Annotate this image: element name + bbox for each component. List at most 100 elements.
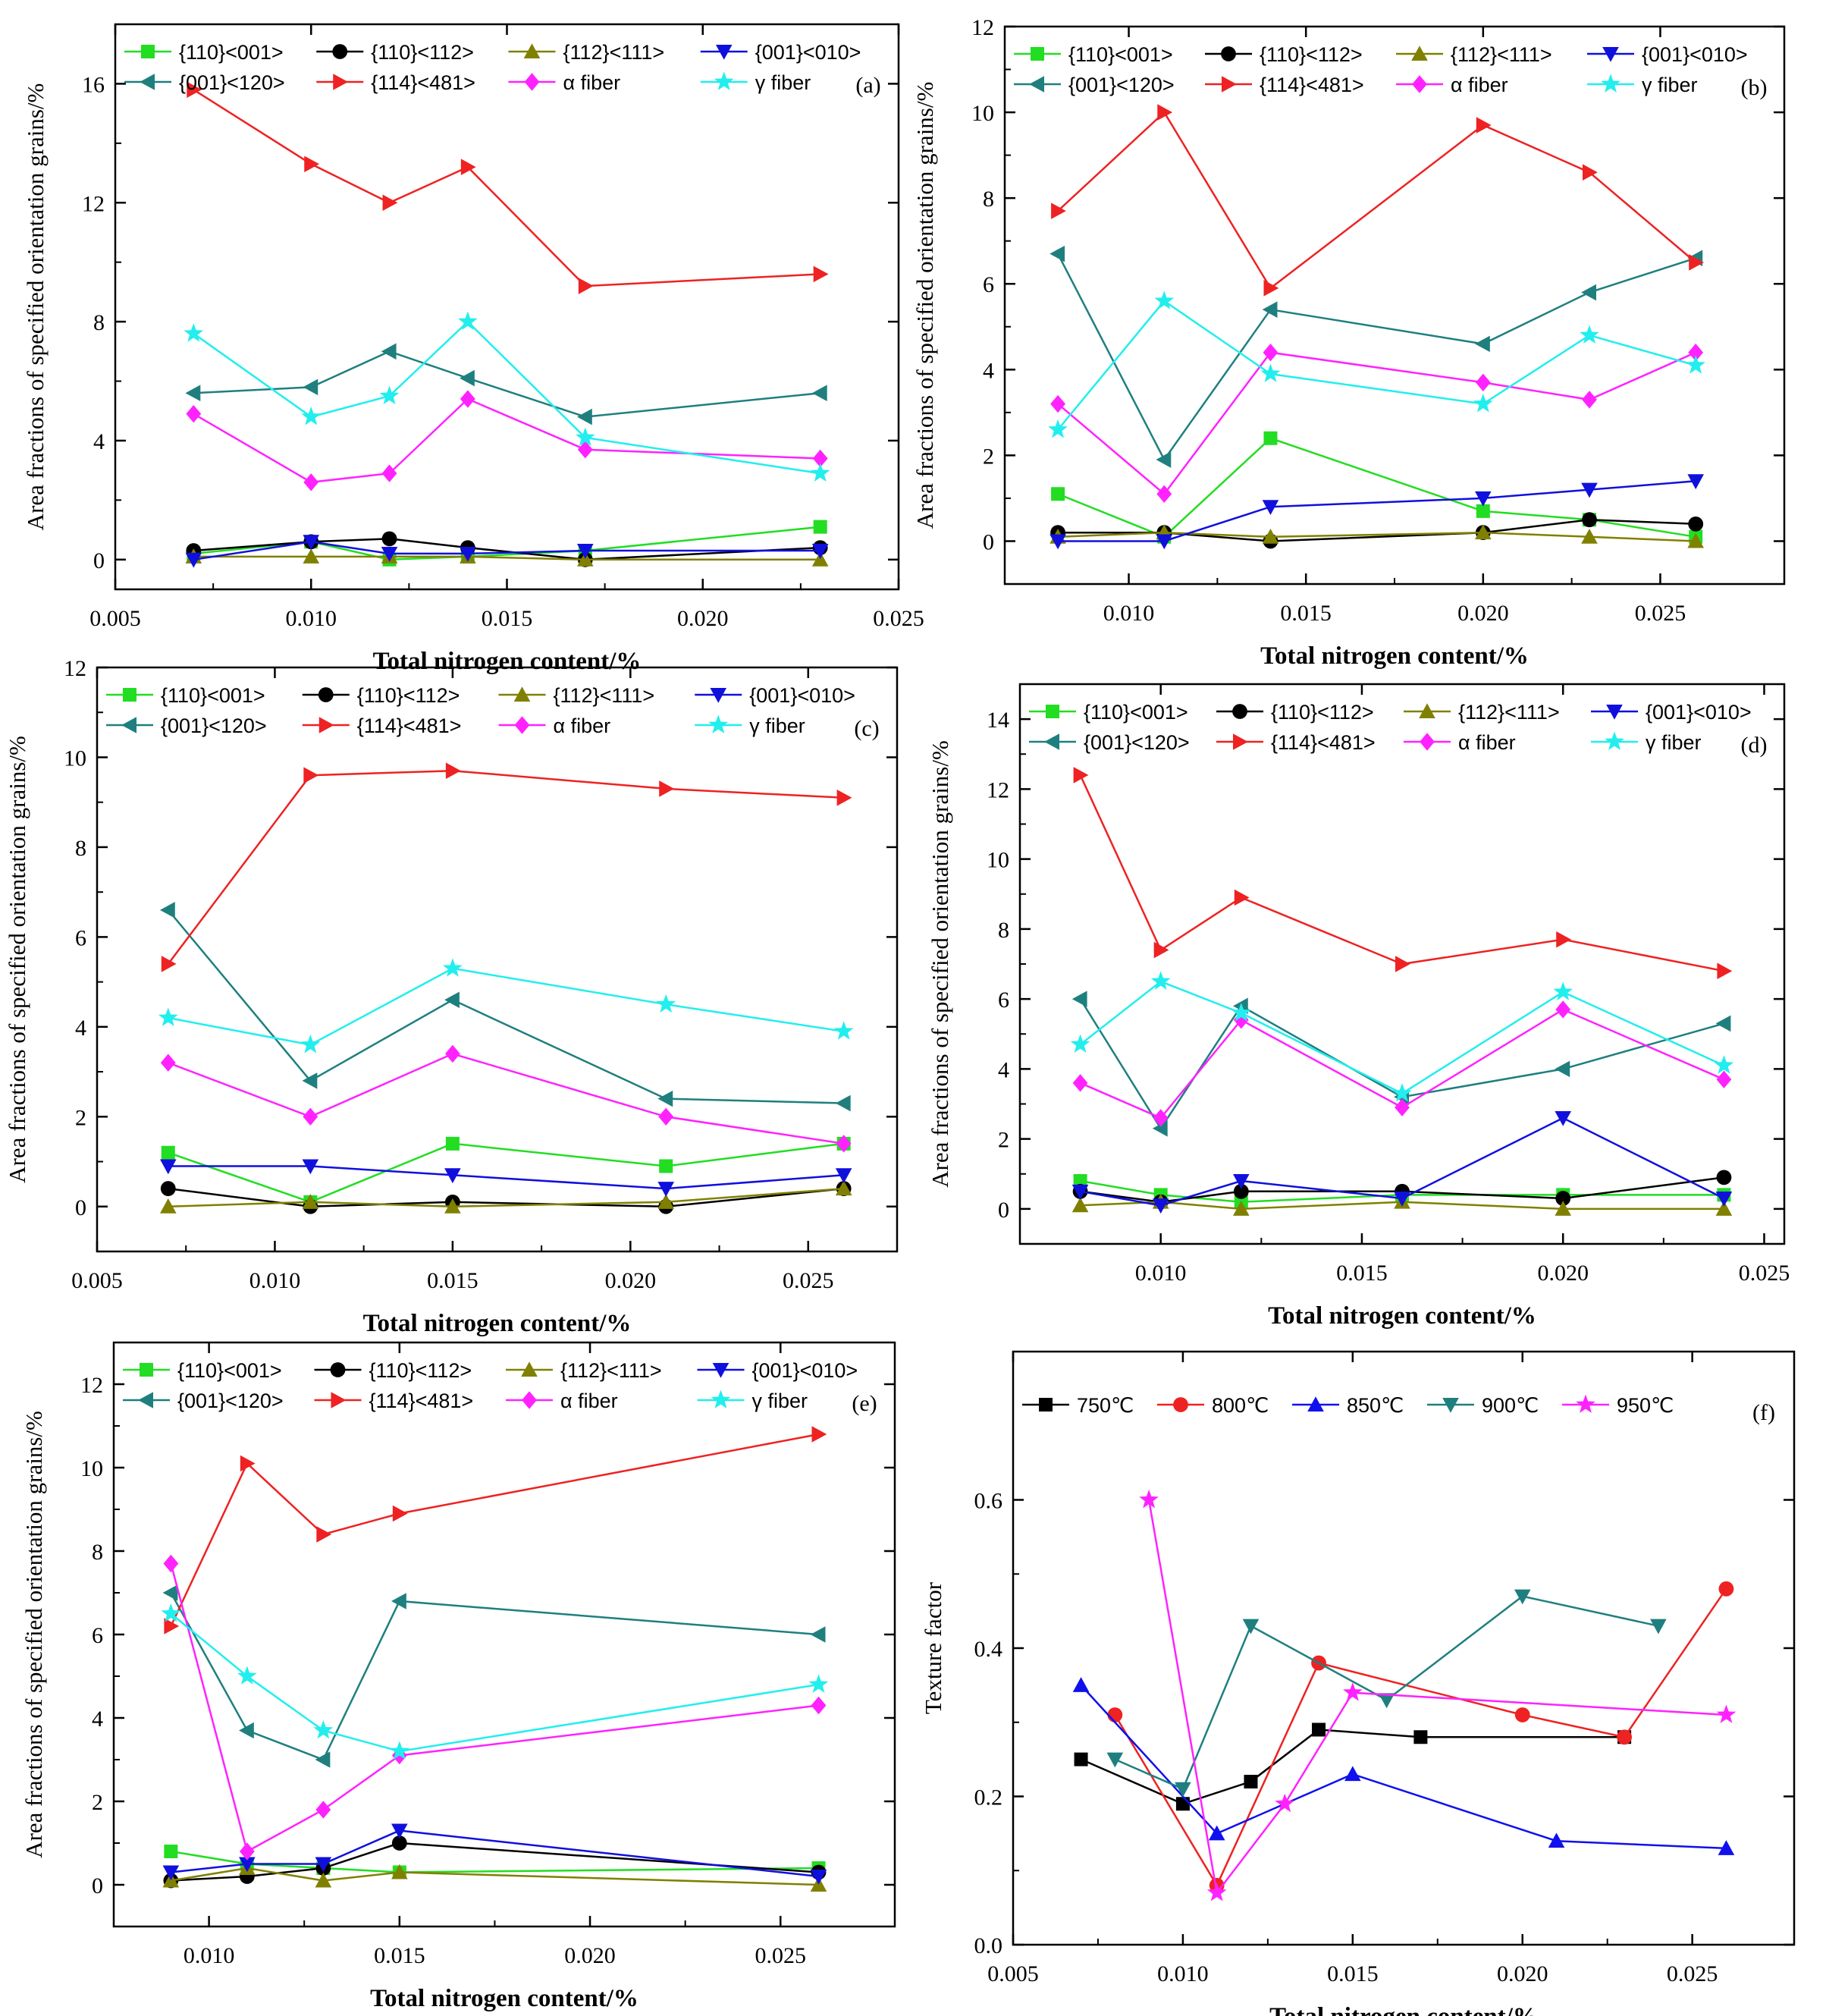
panel-a-legend-112-111: {112}<111> xyxy=(508,41,664,64)
panel-a-series-001-010-line xyxy=(193,541,820,561)
panel-f-legend-750: 750℃ xyxy=(1022,1394,1134,1417)
panel-d-series-fiber-point xyxy=(1150,971,1171,990)
panel-b-legend-110-112-marker xyxy=(1221,46,1236,61)
panel-c-series-112-111-point xyxy=(657,1194,675,1209)
panel-b-legend-112-111-label: {112}<111> xyxy=(1451,43,1552,66)
panel-d-series-001-120-line xyxy=(1079,998,1724,1131)
panel-b-series-114-481-point xyxy=(1583,164,1598,181)
panel-c: 0.005 0.010 0.015 0.020 0.025 0 2 4 6 8 10 12 Total … xyxy=(4,656,899,1337)
panel-a-legend-001-120: {001}<120> xyxy=(124,71,285,94)
panel-e-series-001-010-point xyxy=(315,1857,332,1873)
panel-b: 0.010 0.015 0.020 0.025 0 2 4 6 8 10 12 Total nitro… xyxy=(911,15,1786,670)
panel-a-ytick-label: 16 xyxy=(82,72,105,97)
panel-e-legend-fiber-label: α fiber xyxy=(560,1390,618,1412)
panel-b-series-112-111-point xyxy=(1475,524,1492,540)
panel-d-series-112-111-point xyxy=(1232,1201,1250,1216)
panel-b-ytick-label: 12 xyxy=(971,15,994,40)
panel-d-series-fiber-line xyxy=(1080,1008,1724,1119)
panel-c-ytick-label: 2 xyxy=(75,1105,86,1130)
panel-f-ytick-label: 0.4 xyxy=(974,1637,1003,1662)
panel-a-series-fiber-point xyxy=(303,473,319,491)
panel-b-series-001-010-point xyxy=(1262,500,1279,516)
panel-f-legend-950: 950℃ xyxy=(1562,1394,1674,1417)
panel-a-series-114-481-point xyxy=(813,265,829,283)
panel-b-legend-112-111: {112}<111> xyxy=(1396,43,1552,66)
panel-a-legend-110-112-label: {110}<112> xyxy=(371,41,474,64)
panel-c-series-fiber-point xyxy=(833,1021,854,1040)
panel-e-x-axis-title: Total nitrogen content/% xyxy=(370,1985,638,2012)
panel-a-ytick-label: 12 xyxy=(82,191,105,216)
panel-a-series-fiber-point xyxy=(575,427,595,446)
panel-d-legend-001-010-label: {001}<010> xyxy=(1646,701,1752,724)
panel-a-series-fiber-point xyxy=(186,404,202,423)
panel-b-y-axis-title: Area fractions of specified orientation … xyxy=(911,82,938,529)
panel-c-series-001-010-point xyxy=(159,1159,177,1175)
panel-b-legend-114-481-marker xyxy=(1222,76,1237,93)
panel-a-legend-fiber-label: γ fiber xyxy=(755,71,811,94)
panel-b-legend-110-001: {110}<001> xyxy=(1014,43,1173,66)
panel-b-legend-114-481-label: {114}<481> xyxy=(1260,74,1364,96)
panel-c-series-110-001-point xyxy=(161,1145,175,1160)
panel-b-series-001-010-point xyxy=(1687,474,1704,490)
panel-d-series-110-112-point xyxy=(1716,1170,1732,1185)
panel-d-legend-110-112-label: {110}<112> xyxy=(1271,701,1374,724)
panel-e-y-axis-title: Area fractions of specified orientation … xyxy=(20,1411,47,1858)
panel-a-series-fiber-point xyxy=(458,311,478,331)
panel-a-series-001-010-point xyxy=(811,544,829,559)
panel-d-series-001-010 xyxy=(1071,1110,1733,1214)
panel-b-plot xyxy=(1048,104,1706,550)
panel-a-legend-fiber-marker xyxy=(714,71,734,90)
panel-b-xtick-label: 0.025 xyxy=(1635,601,1686,626)
panel-e-legend-112-111: {112}<111> xyxy=(506,1359,662,1382)
panel-e-label: (e) xyxy=(852,1391,877,1416)
panel-e: 0.010 0.015 0.020 0.025 0 2 4 6 8 10 12 Total nitro… xyxy=(20,1341,896,2012)
panel-e-series-001-010 xyxy=(162,1823,827,1885)
panel-b-series-114-481-point xyxy=(1157,104,1173,121)
panel-e-series-114-481-point xyxy=(392,1505,408,1522)
panel-b-legend-fiber-label: α fiber xyxy=(1451,74,1508,96)
panel-f-xtick-label: 0.015 xyxy=(1327,1961,1379,1986)
panel-f-series-900-point xyxy=(1378,1693,1395,1709)
panel-f-legend-900: 900℃ xyxy=(1427,1394,1539,1417)
panel-d-legend-110-001-marker xyxy=(1046,705,1059,718)
panel-a-series-114-481-point xyxy=(304,155,320,173)
panel-b-series-fiber-point xyxy=(1156,485,1172,503)
panel-f-ytick-label: 0.2 xyxy=(974,1785,1003,1810)
panel-a-series-001-120-point xyxy=(303,378,318,396)
panel-f-series-950-point xyxy=(1275,1793,1295,1813)
panel-e-series-110-001-point xyxy=(164,1845,178,1858)
panel-e-legend-001-010-marker xyxy=(712,1363,729,1378)
panel-f-series-850-point xyxy=(1344,1766,1361,1782)
panel-f-legend-800-label: 800℃ xyxy=(1212,1394,1269,1417)
panel-d-legend-110-112-marker xyxy=(1232,704,1247,719)
panel-d-series-110-112-point xyxy=(1233,1183,1249,1199)
panel-d-legend-114-481-label: {114}<481> xyxy=(1271,731,1376,754)
panel-c-series-001-010-point xyxy=(444,1168,461,1184)
panel-d-series-112-111-point xyxy=(1071,1197,1089,1213)
panel-b-series-114-481-point xyxy=(1051,203,1066,219)
panel-e-legend-110-112-label: {110}<112> xyxy=(369,1359,472,1382)
panel-c-series-110-112-point xyxy=(160,1181,176,1196)
panel-c-series-001-120-point xyxy=(302,1072,318,1089)
panel-b-series-fiber-point xyxy=(1475,373,1491,391)
panel-c-legend-110-112-label: {110}<112> xyxy=(357,684,460,707)
panel-e-legend-fiber-marker xyxy=(522,1391,537,1409)
panel-e-ytick-label: 0 xyxy=(92,1873,103,1898)
panel-d-series-001-120-point xyxy=(1555,1060,1570,1078)
panel-c-ytick-label: 6 xyxy=(75,925,86,950)
panel-d-series-fiber-point xyxy=(1395,1098,1410,1116)
panel-c-legend: {110}<001> {110}<112> {112}<111> {001}<010>… xyxy=(106,684,855,737)
panel-b-series-fiber-point xyxy=(1580,325,1599,344)
panel-d-legend-112-111: {112}<111> xyxy=(1404,701,1560,724)
panel-a-series-001-120-point xyxy=(185,385,201,402)
panel-b-ytick-label: 0 xyxy=(983,529,994,554)
panel-c-label: (c) xyxy=(854,716,879,741)
panel-c-series-001-120-point xyxy=(835,1094,851,1112)
panel-d-series-fiber xyxy=(1072,1000,1732,1127)
panel-c-series-fiber xyxy=(158,958,854,1054)
panel-a-legend-110-112-marker xyxy=(332,44,348,59)
panel-d-legend-001-010: {001}<010> xyxy=(1591,701,1752,724)
panel-a-series-001-120-line xyxy=(193,350,820,418)
panel-e-legend-110-112-marker xyxy=(330,1362,346,1377)
panel-c-series-fiber-point xyxy=(656,994,676,1013)
